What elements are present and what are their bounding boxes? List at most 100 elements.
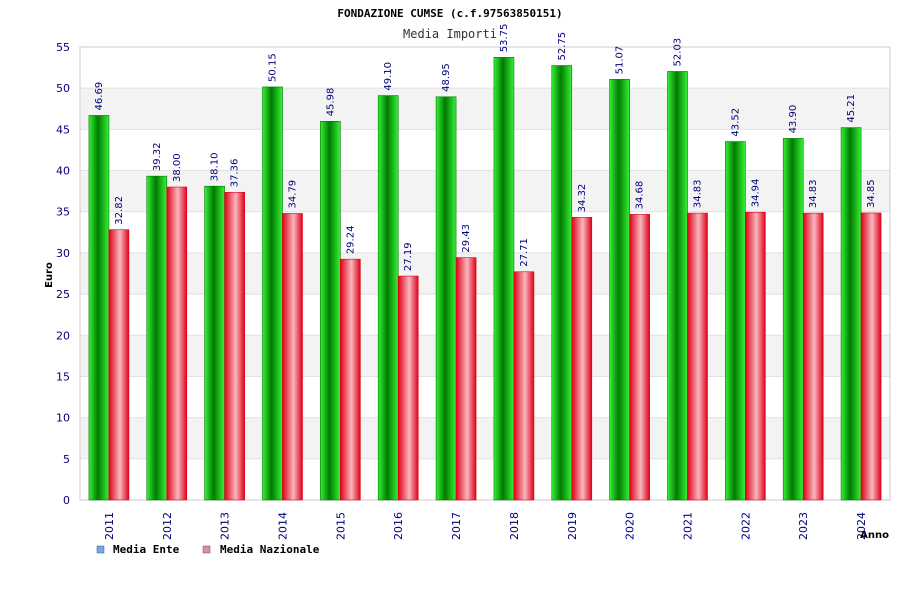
x-tick-label-2023: 2023 xyxy=(797,512,810,540)
bar-media-ente-2013 xyxy=(204,185,225,501)
bar-media-nazionale-2016 xyxy=(397,275,419,501)
value-label-media-nazionale-2018: 27.71 xyxy=(519,238,530,267)
bar-media-nazionale-2020 xyxy=(629,214,650,501)
x-tick-label-2013: 2013 xyxy=(219,512,232,540)
value-label-media-ente-2014: 50.15 xyxy=(268,53,279,82)
bar-media-nazionale-2013 xyxy=(224,191,245,501)
plot-band xyxy=(80,252,890,295)
bar-media-ente-2016 xyxy=(377,95,399,501)
value-label-media-nazionale-2024: 34.85 xyxy=(866,179,877,208)
bar-media-ente-2024 xyxy=(840,127,862,501)
x-tick-label-2012: 2012 xyxy=(161,512,174,540)
y-tick-label: 30 xyxy=(56,247,70,260)
value-label-media-nazionale-2017: 29.43 xyxy=(461,224,472,253)
bar-media-nazionale-2023 xyxy=(802,212,824,501)
x-tick-label-2022: 2022 xyxy=(739,512,752,540)
legend-swatch-media-nazionale xyxy=(202,545,211,554)
y-tick-label: 50 xyxy=(56,82,70,95)
bar-media-ente-2012 xyxy=(146,175,168,501)
chart-subtitle: Media Importi xyxy=(403,27,497,41)
bar-media-ente-2015 xyxy=(320,120,341,501)
value-label-media-nazionale-2019: 34.32 xyxy=(577,184,588,213)
x-tick-label-2014: 2014 xyxy=(277,512,290,540)
x-axis-label: Anno xyxy=(860,530,889,541)
value-label-media-ente-2018: 53.75 xyxy=(499,24,510,53)
bar-media-ente-2019 xyxy=(551,65,573,501)
x-tick-label-2017: 2017 xyxy=(450,512,463,540)
x-tick-label-2021: 2021 xyxy=(682,512,695,540)
value-label-media-nazionale-2015: 29.24 xyxy=(345,226,356,255)
legend-label-media-nazionale: Media Nazionale xyxy=(220,543,320,556)
legend-label-media-ente: Media Ente xyxy=(113,543,180,556)
value-label-media-ente-2016: 49.10 xyxy=(383,62,394,91)
bar-media-nazionale-2022 xyxy=(745,211,766,501)
y-tick-label: 45 xyxy=(56,123,70,136)
x-tick-label-2024: 2024 xyxy=(855,512,868,540)
value-label-media-ente-2024: 45.21 xyxy=(846,94,857,123)
y-tick-label: 35 xyxy=(56,206,70,219)
bar-media-ente-2023 xyxy=(782,138,804,501)
y-tick-label: 15 xyxy=(56,370,70,383)
bar-media-nazionale-2012 xyxy=(166,186,188,501)
value-label-media-ente-2011: 46.69 xyxy=(94,82,105,111)
bar-media-nazionale-2015 xyxy=(340,258,361,501)
bar-media-ente-2017 xyxy=(435,96,457,501)
data-labels: 46.69 32.82 39.32 38.00 38.10 37.36 50.15 34.79… xyxy=(94,24,877,271)
bar-media-nazionale-2019 xyxy=(571,217,593,501)
bar-media-ente-2011 xyxy=(88,115,110,501)
plot-band xyxy=(80,417,890,459)
value-label-media-nazionale-2021: 34.83 xyxy=(693,179,704,208)
x-tick-label-2011: 2011 xyxy=(103,512,116,540)
y-tick-label: 5 xyxy=(63,453,70,466)
value-label-media-ente-2015: 45.98 xyxy=(325,88,336,117)
value-label-media-ente-2019: 52.75 xyxy=(557,32,568,61)
x-tick-label-2018: 2018 xyxy=(508,512,521,540)
bar-media-ente-2014 xyxy=(262,86,283,501)
bar-media-nazionale-2011 xyxy=(108,229,130,501)
bar-media-nazionale-2021 xyxy=(687,212,708,501)
bar-media-nazionale-2017 xyxy=(455,257,477,501)
bar-media-nazionale-2024 xyxy=(860,212,882,501)
x-tick-label-2020: 2020 xyxy=(624,512,637,540)
bar-media-nazionale-2018 xyxy=(513,271,535,501)
value-label-media-ente-2021: 52.03 xyxy=(673,38,684,67)
plot-band xyxy=(80,88,890,130)
x-tick-label-2016: 2016 xyxy=(392,512,405,540)
x-axis: 2011 2012 2013 2014 2015 2016 2017 2018 2019 2020… xyxy=(103,512,868,540)
y-tick-label: 0 xyxy=(63,494,70,507)
y-axis: 0 5 10 15 20 25 30 35 40 45 50 55 xyxy=(56,41,70,507)
bar-media-nazionale-2014 xyxy=(282,213,303,501)
value-label-media-ente-2020: 51.07 xyxy=(615,46,626,75)
value-label-media-nazionale-2023: 34.83 xyxy=(808,179,819,208)
value-label-media-nazionale-2022: 34.94 xyxy=(750,179,761,208)
bars xyxy=(88,56,882,501)
bar-media-ente-2022 xyxy=(725,141,746,501)
plot-background xyxy=(80,88,890,459)
x-tick-label-2015: 2015 xyxy=(334,512,347,540)
value-label-media-nazionale-2012: 38.00 xyxy=(172,153,183,182)
value-label-media-nazionale-2013: 37.36 xyxy=(230,159,241,188)
y-tick-label: 25 xyxy=(56,288,70,301)
bar-media-ente-2018 xyxy=(493,56,515,501)
bar-media-ente-2021 xyxy=(667,71,688,501)
plot-band xyxy=(80,170,890,212)
bar-media-ente-2020 xyxy=(609,79,630,501)
y-axis-label: Euro xyxy=(44,262,55,288)
legend: Media Ente Media Nazionale xyxy=(96,543,320,556)
chart-title: FONDAZIONE CUMSE (c.f.97563850151) xyxy=(337,7,562,20)
legend-swatch-media-ente xyxy=(96,545,105,554)
plot-band xyxy=(80,335,890,377)
value-label-media-ente-2023: 43.90 xyxy=(788,105,799,134)
plot-frame xyxy=(79,46,891,501)
value-label-media-nazionale-2016: 27.19 xyxy=(403,242,414,271)
value-label-media-ente-2013: 38.10 xyxy=(210,153,221,182)
value-label-media-nazionale-2020: 34.68 xyxy=(635,181,646,210)
y-tick-label: 20 xyxy=(56,329,70,342)
value-label-media-nazionale-2011: 32.82 xyxy=(114,196,125,225)
value-label-media-nazionale-2014: 34.79 xyxy=(288,180,299,209)
value-label-media-ente-2017: 48.95 xyxy=(441,63,452,92)
y-tick-label: 10 xyxy=(56,412,70,425)
y-tick-label: 55 xyxy=(56,41,70,54)
